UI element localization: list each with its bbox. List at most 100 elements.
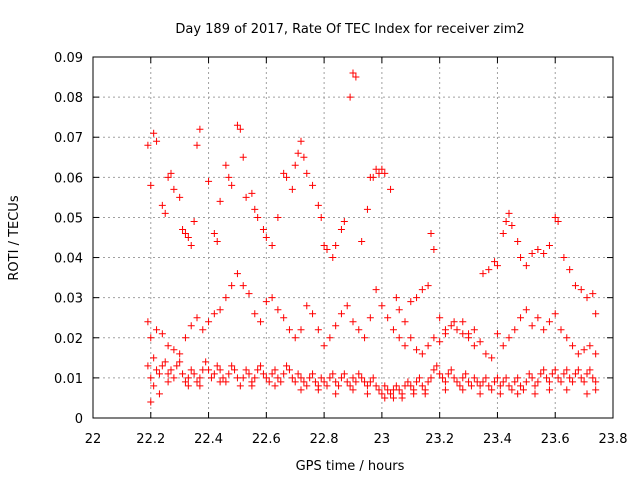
data-point: [181, 334, 189, 342]
y-tick-label: 0.06: [54, 171, 83, 186]
data-point: [233, 121, 241, 129]
data-point: [363, 382, 371, 390]
data-point: [534, 378, 542, 386]
data-point: [173, 362, 181, 370]
data-point: [222, 161, 230, 169]
y-tick-label: 0.09: [54, 51, 83, 66]
data-point: [193, 141, 201, 149]
y-tick-label: 0.07: [54, 131, 83, 146]
data-point: [153, 326, 161, 334]
data-point: [551, 213, 559, 221]
data-point: [571, 282, 579, 290]
data-point: [207, 374, 215, 382]
data-point: [439, 374, 447, 382]
data-point: [233, 270, 241, 278]
data-point: [476, 390, 484, 398]
data-point: [239, 374, 247, 382]
data-point: [563, 366, 571, 374]
data-point: [459, 386, 467, 394]
data-point: [297, 374, 305, 382]
data-point: [372, 286, 380, 294]
data-point: [372, 382, 380, 390]
data-point: [326, 334, 334, 342]
data-point: [453, 378, 461, 386]
data-point: [387, 185, 395, 193]
data-point: [436, 370, 444, 378]
data-point: [499, 342, 507, 350]
data-point: [309, 370, 317, 378]
data-point: [476, 382, 484, 390]
data-point: [505, 334, 513, 342]
data-point: [514, 374, 522, 382]
data-point: [563, 334, 571, 342]
data-point: [511, 378, 519, 386]
data-point: [303, 382, 311, 390]
data-point: [320, 342, 328, 350]
x-tick-label: 22: [85, 432, 102, 447]
data-point: [522, 306, 530, 314]
data-point: [314, 326, 322, 334]
data-point: [557, 378, 565, 386]
data-point: [401, 342, 409, 350]
data-point: [337, 374, 345, 382]
data-point: [158, 201, 166, 209]
data-point: [583, 294, 591, 302]
data-point: [418, 382, 426, 390]
data-point: [228, 282, 236, 290]
data-point: [320, 378, 328, 386]
data-point: [181, 229, 189, 237]
data-point: [514, 390, 522, 398]
data-point: [560, 370, 568, 378]
data-point: [366, 378, 374, 386]
x-tick-label: 23.6: [541, 432, 570, 447]
data-point: [158, 362, 166, 370]
data-point: [248, 382, 256, 390]
data-point: [245, 290, 253, 298]
data-point: [161, 209, 169, 217]
x-tick-label: 23: [374, 432, 391, 447]
data-points: [144, 69, 600, 406]
data-point: [349, 318, 357, 326]
data-point: [586, 342, 594, 350]
chart-title: Day 189 of 2017, Rate Of TEC Index for r…: [175, 22, 524, 37]
data-point: [525, 370, 533, 378]
data-point: [219, 374, 227, 382]
data-point: [528, 374, 536, 382]
x-tick-label: 23.4: [483, 432, 512, 447]
data-point: [566, 374, 574, 382]
data-point: [323, 382, 331, 390]
data-point: [424, 378, 432, 386]
data-point: [153, 366, 161, 374]
data-point: [493, 262, 501, 270]
data-point: [245, 370, 253, 378]
data-point: [537, 370, 545, 378]
data-point: [213, 362, 221, 370]
data-point: [517, 382, 525, 390]
data-point: [355, 326, 363, 334]
data-point: [150, 129, 158, 137]
data-point: [329, 370, 337, 378]
data-point: [361, 334, 369, 342]
data-point: [210, 229, 218, 237]
data-point: [317, 374, 325, 382]
data-point: [314, 386, 322, 394]
data-point: [363, 205, 371, 213]
data-point: [205, 318, 213, 326]
data-point: [297, 326, 305, 334]
data-point: [496, 382, 504, 390]
data-point: [479, 270, 487, 278]
data-point: [436, 314, 444, 322]
data-point: [184, 374, 192, 382]
data-point: [476, 338, 484, 346]
data-point: [369, 374, 377, 382]
data-point: [540, 366, 548, 374]
data-point: [340, 370, 348, 378]
data-point: [216, 366, 224, 374]
data-point: [545, 386, 553, 394]
data-point: [499, 378, 507, 386]
data-point: [216, 197, 224, 205]
data-point: [384, 314, 392, 322]
data-point: [164, 173, 172, 181]
data-point: [167, 366, 175, 374]
x-tick-label: 22.4: [194, 432, 223, 447]
